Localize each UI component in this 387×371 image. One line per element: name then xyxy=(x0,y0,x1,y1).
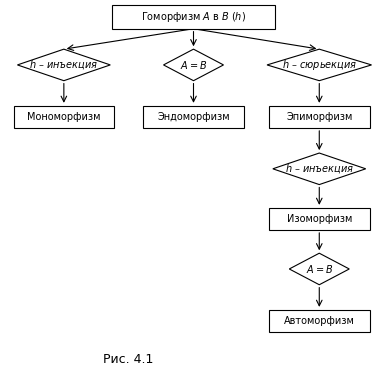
Polygon shape xyxy=(17,49,110,81)
Text: $h$ – сюрьекция: $h$ – сюрьекция xyxy=(282,58,357,72)
Polygon shape xyxy=(163,49,224,81)
Text: Эпиморфизм: Эпиморфизм xyxy=(286,112,353,122)
Polygon shape xyxy=(273,153,366,184)
Text: Гоморфизм $\mathit{A}$ в $\mathit{B}$ $(h)$: Гоморфизм $\mathit{A}$ в $\mathit{B}$ $(… xyxy=(141,10,246,24)
Polygon shape xyxy=(267,49,372,81)
Text: $h$ – инъекция: $h$ – инъекция xyxy=(284,162,354,175)
FancyBboxPatch shape xyxy=(269,106,370,128)
FancyBboxPatch shape xyxy=(112,4,275,29)
Text: $A = B$: $A = B$ xyxy=(180,59,207,71)
FancyBboxPatch shape xyxy=(143,106,244,128)
Text: Автоморфизм: Автоморфизм xyxy=(284,316,355,326)
Text: $A = B$: $A = B$ xyxy=(306,263,333,275)
FancyBboxPatch shape xyxy=(269,208,370,230)
Text: Изоморфизм: Изоморфизм xyxy=(287,214,352,224)
Text: Рис. 4.1: Рис. 4.1 xyxy=(103,353,153,367)
Polygon shape xyxy=(289,253,349,285)
Text: Эндоморфизм: Эндоморфизм xyxy=(157,112,230,122)
FancyBboxPatch shape xyxy=(269,310,370,332)
Text: Мономорфизм: Мономорфизм xyxy=(27,112,101,122)
Text: $h$ – инъекция: $h$ – инъекция xyxy=(29,59,99,71)
FancyBboxPatch shape xyxy=(14,106,114,128)
